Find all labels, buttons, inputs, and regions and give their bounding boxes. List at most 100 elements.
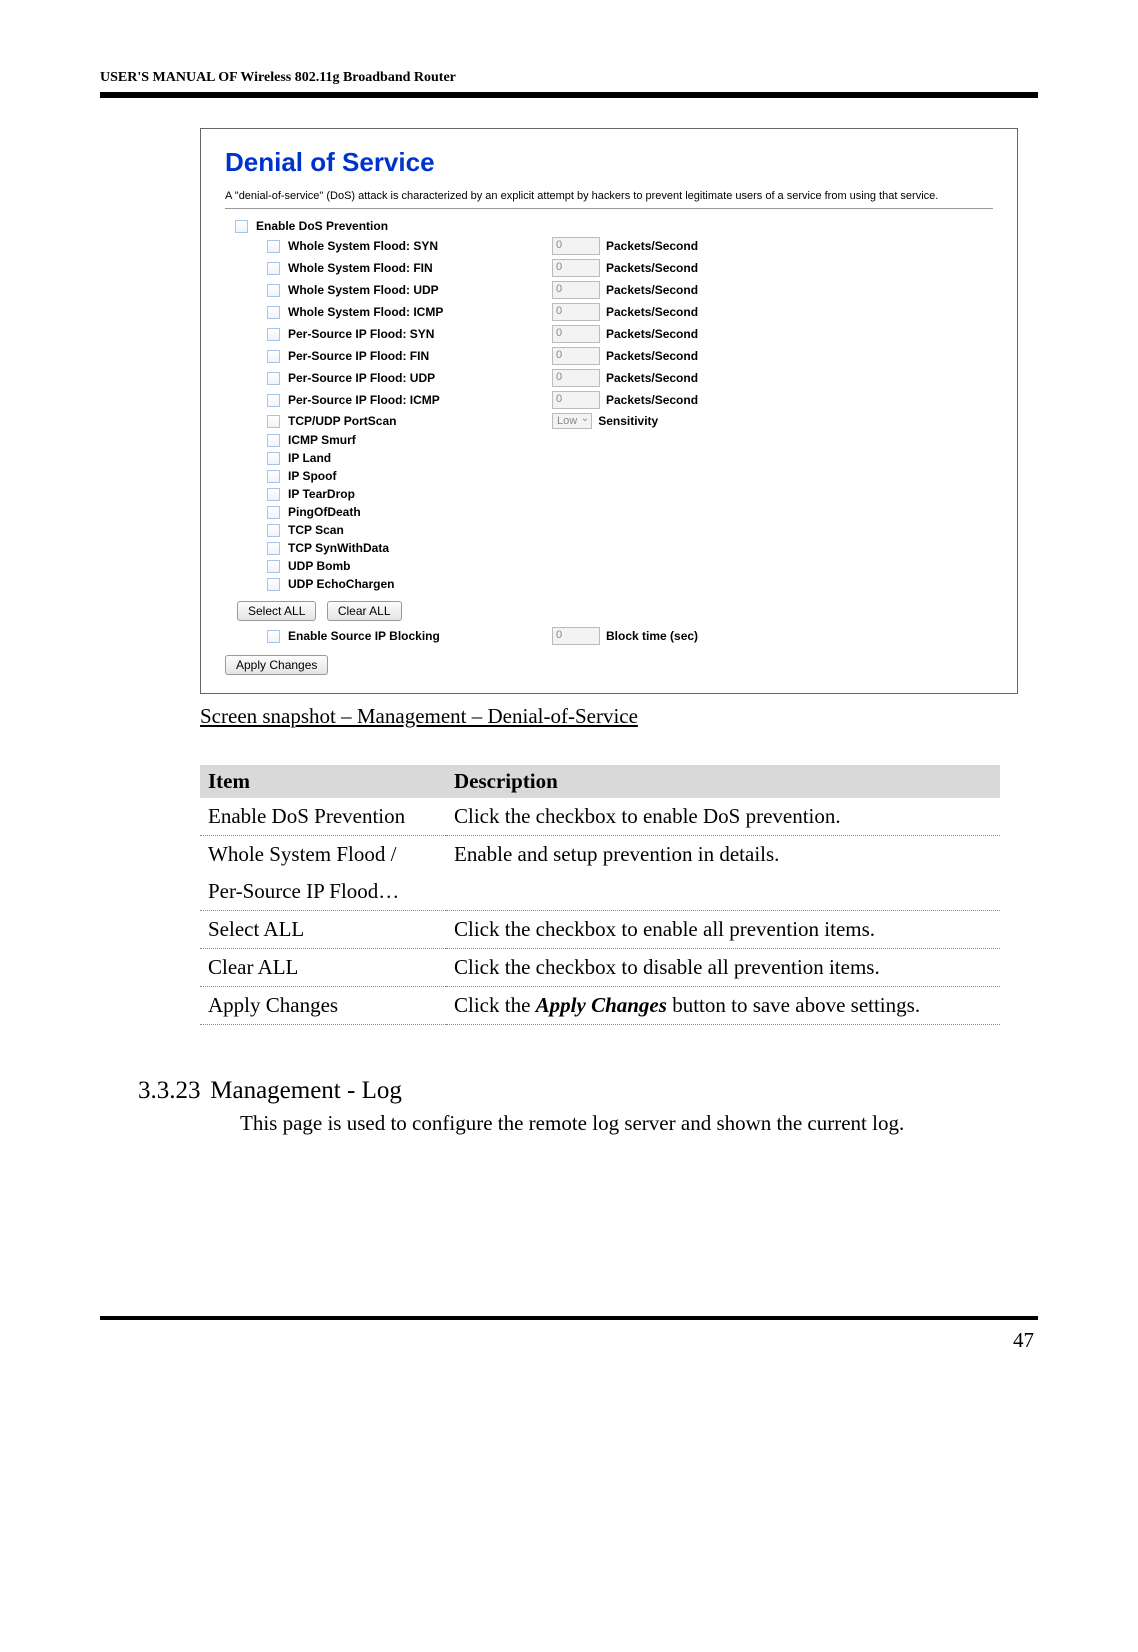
- source-blocking-unit: Block time (sec): [606, 629, 698, 643]
- attack-row: IP TearDrop: [267, 487, 993, 501]
- flood-unit: Packets/Second: [606, 371, 698, 385]
- attack-row: TCP Scan: [267, 523, 993, 537]
- table-header-row: Item Description: [200, 765, 1000, 798]
- flood-row: Per-Source IP Flood: FIN0Packets/Second: [267, 347, 993, 365]
- flood-input[interactable]: 0: [552, 391, 600, 409]
- section-body: This page is used to configure the remot…: [240, 1111, 1038, 1136]
- flood-unit: Packets/Second: [606, 239, 698, 253]
- attack-row: UDP EchoChargen: [267, 577, 993, 591]
- flood-input[interactable]: 0: [552, 259, 600, 277]
- table-row: Select ALL Click the checkbox to enable …: [200, 911, 1000, 949]
- portscan-checkbox[interactable]: [267, 415, 280, 428]
- cell-desc: Click the Apply Changes button to save a…: [446, 987, 1000, 1025]
- section-number: 3.3.23: [138, 1077, 204, 1105]
- cell-item: Select ALL: [200, 911, 446, 949]
- attack-label: TCP SynWithData: [288, 541, 552, 555]
- attack-row: UDP Bomb: [267, 559, 993, 573]
- cell-item: Clear ALL: [200, 949, 446, 987]
- cell-item: Enable DoS Prevention: [200, 798, 446, 836]
- flood-input[interactable]: 0: [552, 237, 600, 255]
- flood-label: Whole System Flood: FIN: [288, 261, 552, 275]
- attack-checkbox[interactable]: [267, 560, 280, 573]
- attack-checkbox[interactable]: [267, 488, 280, 501]
- flood-unit: Packets/Second: [606, 305, 698, 319]
- enable-dos-checkbox[interactable]: [235, 220, 248, 233]
- cell-desc: Enable and setup prevention in details.: [446, 836, 1000, 874]
- col-item: Item: [200, 765, 446, 798]
- flood-label: Per-Source IP Flood: SYN: [288, 327, 552, 341]
- flood-checkbox[interactable]: [267, 394, 280, 407]
- table-row: Apply Changes Click the Apply Changes bu…: [200, 987, 1000, 1025]
- enable-dos-label: Enable DoS Prevention: [256, 219, 552, 233]
- page-number: 47: [100, 1328, 1038, 1353]
- attack-checkbox[interactable]: [267, 470, 280, 483]
- description-table: Item Description Enable DoS Prevention C…: [200, 765, 1000, 1025]
- attack-label: IP TearDrop: [288, 487, 552, 501]
- attack-label: UDP Bomb: [288, 559, 552, 573]
- clear-all-button[interactable]: Clear ALL: [327, 601, 402, 621]
- attack-checkbox[interactable]: [267, 542, 280, 555]
- flood-checkbox[interactable]: [267, 284, 280, 297]
- flood-row: Whole System Flood: SYN0 Packets/Second: [267, 237, 993, 255]
- source-blocking-checkbox[interactable]: [267, 630, 280, 643]
- text: button to save above settings.: [667, 993, 920, 1017]
- cell-item: Apply Changes: [200, 987, 446, 1025]
- flood-row: Whole System Flood: FIN0Packets/Second: [267, 259, 993, 277]
- page-header: USER'S MANUAL OF Wireless 802.11g Broadb…: [100, 70, 1038, 92]
- attack-checkbox[interactable]: [267, 434, 280, 447]
- flood-input[interactable]: 0: [552, 303, 600, 321]
- portscan-unit: Sensitivity: [598, 414, 658, 428]
- flood-row: Per-Source IP Flood: SYN0Packets/Second: [267, 325, 993, 343]
- flood-label: Per-Source IP Flood: FIN: [288, 349, 552, 363]
- flood-label: Whole System Flood: SYN: [288, 239, 552, 253]
- screenshot-caption: Screen snapshot – Management – Denial-of…: [200, 704, 1038, 729]
- attack-row: TCP SynWithData: [267, 541, 993, 555]
- source-blocking-input[interactable]: 0: [552, 627, 600, 645]
- flood-checkbox[interactable]: [267, 328, 280, 341]
- footer-rule: [100, 1316, 1038, 1320]
- emphasis: Apply Changes: [536, 993, 667, 1017]
- flood-input[interactable]: 0: [552, 281, 600, 299]
- flood-unit: Packets/Second: [606, 393, 698, 407]
- attack-label: IP Spoof: [288, 469, 552, 483]
- table-row: Whole System Flood / Enable and setup pr…: [200, 836, 1000, 874]
- attack-label: PingOfDeath: [288, 505, 552, 519]
- flood-checkbox[interactable]: [267, 306, 280, 319]
- cell-desc: Click the checkbox to enable DoS prevent…: [446, 798, 1000, 836]
- button-row: Select ALL Clear ALL: [237, 601, 993, 621]
- attack-row: PingOfDeath: [267, 505, 993, 519]
- enable-dos-row: Enable DoS Prevention: [235, 219, 993, 233]
- flood-unit: Packets/Second: [606, 283, 698, 297]
- attack-checkbox[interactable]: [267, 578, 280, 591]
- select-all-button[interactable]: Select ALL: [237, 601, 316, 621]
- flood-row: Whole System Flood: ICMP0Packets/Second: [267, 303, 993, 321]
- attack-checkbox[interactable]: [267, 506, 280, 519]
- source-blocking-row: Enable Source IP Blocking 0 Block time (…: [267, 627, 993, 645]
- flood-row: Per-Source IP Flood: ICMP0Packets/Second: [267, 391, 993, 409]
- attack-label: IP Land: [288, 451, 552, 465]
- flood-checkbox[interactable]: [267, 350, 280, 363]
- apply-row: Apply Changes: [225, 655, 993, 675]
- cell-desc: [446, 873, 1000, 911]
- dos-screenshot-panel: Denial of Service A "denial-of-service" …: [200, 128, 1018, 694]
- attack-checkbox[interactable]: [267, 524, 280, 537]
- flood-checkbox[interactable]: [267, 240, 280, 253]
- apply-changes-button[interactable]: Apply Changes: [225, 655, 328, 675]
- flood-row: Per-Source IP Flood: UDP0Packets/Second: [267, 369, 993, 387]
- cell-item: Whole System Flood /: [200, 836, 446, 874]
- attack-label: UDP EchoChargen: [288, 577, 552, 591]
- portscan-row: TCP/UDP PortScan Low Sensitivity: [267, 413, 993, 429]
- flood-input[interactable]: 0: [552, 347, 600, 365]
- cell-item: Per-Source IP Flood…: [200, 873, 446, 911]
- portscan-select[interactable]: Low: [552, 413, 592, 429]
- flood-row: Whole System Flood: UDP0Packets/Second: [267, 281, 993, 299]
- section-heading: 3.3.23 Management - Log: [138, 1077, 1038, 1105]
- table-row: Per-Source IP Flood…: [200, 873, 1000, 911]
- flood-input[interactable]: 0: [552, 369, 600, 387]
- attack-checkbox[interactable]: [267, 452, 280, 465]
- section-title: Management - Log: [210, 1077, 402, 1104]
- flood-checkbox[interactable]: [267, 372, 280, 385]
- flood-checkbox[interactable]: [267, 262, 280, 275]
- header-rule: [100, 92, 1038, 98]
- flood-input[interactable]: 0: [552, 325, 600, 343]
